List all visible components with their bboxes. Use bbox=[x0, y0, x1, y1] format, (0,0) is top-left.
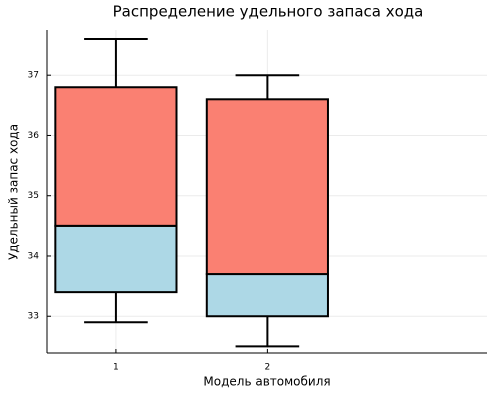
y-tick-label: 36 bbox=[28, 131, 40, 141]
x-axis-title: Модель автомобиля bbox=[203, 375, 330, 389]
y-axis-title: Удельный запас хода bbox=[7, 124, 21, 260]
box-upper bbox=[54, 86, 178, 227]
box-upper bbox=[205, 98, 329, 276]
x-tick-label: 2 bbox=[265, 363, 271, 373]
y-tick-label: 35 bbox=[28, 191, 39, 201]
y-tick-label: 34 bbox=[28, 251, 40, 261]
x-tick-label: 1 bbox=[113, 363, 119, 373]
y-tick-label: 33 bbox=[28, 312, 39, 322]
box-lower bbox=[54, 224, 178, 294]
box-lower bbox=[205, 273, 329, 318]
chart-title: Распределение удельного запаса хода bbox=[113, 3, 424, 21]
y-tick-label: 37 bbox=[28, 71, 39, 81]
